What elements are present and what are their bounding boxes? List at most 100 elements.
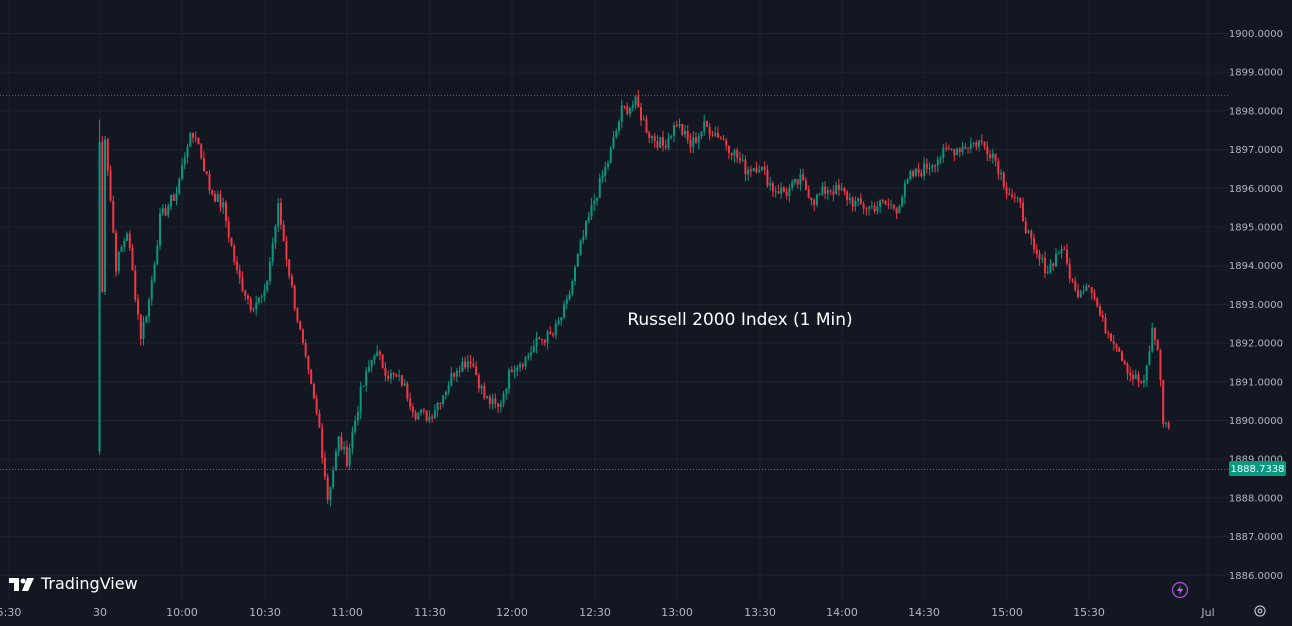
candle-body: [727, 145, 730, 153]
candle-body: [780, 187, 783, 194]
candle-body: [601, 175, 604, 179]
candle-body: [1156, 339, 1159, 351]
candle-body: [719, 137, 722, 139]
candle-body: [923, 163, 926, 177]
candle-body: [425, 410, 428, 421]
candle-body: [1151, 328, 1154, 352]
candle-body: [211, 190, 214, 195]
candle-body: [835, 184, 838, 195]
candle-body: [1071, 279, 1074, 282]
candle-body: [1159, 350, 1162, 380]
price-axis[interactable]: 1900.0000 1899.0000 1898.0000 1897.0000 1896…: [1229, 29, 1283, 582]
candle-body: [414, 412, 417, 420]
candle-body: [519, 364, 522, 368]
candle-body: [208, 173, 211, 191]
candle-body: [1131, 375, 1134, 379]
y-tick-label: 1895.0000: [1229, 223, 1283, 234]
candle-body: [563, 304, 566, 318]
candle-body: [356, 412, 359, 421]
candle-body: [409, 398, 412, 407]
candle-body: [137, 299, 140, 315]
candle-body: [890, 204, 893, 206]
lightning-icon[interactable]: [1171, 581, 1189, 599]
candle-body: [1038, 253, 1041, 260]
candle-body: [832, 191, 835, 195]
x-tick-label: 11:30: [414, 606, 446, 619]
candle-body: [961, 146, 964, 152]
candle-body: [639, 107, 642, 121]
candle-body: [1098, 306, 1101, 315]
candle-body: [744, 159, 747, 175]
candle-body: [420, 409, 423, 414]
candle-body: [829, 190, 832, 192]
candle-body: [233, 245, 236, 262]
candle-body: [535, 337, 538, 347]
x-tick-label: 30: [93, 606, 107, 619]
candle-body: [1030, 230, 1033, 239]
candle-body: [967, 148, 970, 150]
candle-body: [458, 370, 461, 372]
candle-body: [868, 206, 871, 210]
y-tick-label: 1886.0000: [1229, 571, 1283, 582]
candle-body: [892, 204, 895, 209]
candle-body: [716, 132, 719, 138]
candle-body: [285, 240, 288, 260]
candle-body: [653, 136, 656, 142]
candle-body: [953, 149, 956, 155]
candle-body: [1120, 351, 1123, 361]
candle-body: [1013, 196, 1016, 198]
candle-body: [549, 331, 552, 334]
gear-icon[interactable]: [1253, 604, 1267, 618]
candle-body: [488, 396, 491, 405]
candle-body: [128, 233, 131, 248]
candle-body: [189, 132, 192, 147]
candle-body: [733, 150, 736, 156]
y-tick-label: 1894.0000: [1229, 261, 1283, 272]
candle-body: [134, 270, 137, 300]
candle-body: [183, 157, 186, 165]
candle-body: [975, 142, 978, 147]
candle-body: [766, 169, 769, 186]
tradingview-logo[interactable]: TradingView: [9, 574, 138, 593]
candle-body: [466, 361, 469, 368]
current-price-label: 1888.7338: [1230, 464, 1284, 475]
y-tick-label: 1887.0000: [1229, 532, 1283, 543]
candle-body: [738, 157, 741, 161]
candle-body: [848, 197, 851, 200]
candle-body: [574, 266, 577, 282]
y-tick-label: 1897.0000: [1229, 145, 1283, 156]
reference-lines: [0, 94, 1229, 471]
candle-body: [299, 321, 302, 330]
candle-body: [791, 182, 794, 189]
candle-body: [307, 356, 310, 370]
candle-body: [824, 186, 827, 194]
candle-body: [378, 351, 381, 355]
candle-body: [494, 398, 497, 404]
candle-body: [436, 402, 439, 411]
candle-body: [964, 146, 967, 149]
candle-body: [373, 355, 376, 360]
candle-body: [98, 141, 101, 452]
candle-body: [1112, 341, 1115, 345]
time-axis[interactable]: 5:30 30 10:00 10:30 11:00 11:30 12:00 12:30 13:0…: [0, 606, 1215, 619]
candle-body: [793, 179, 796, 183]
candle-body: [1024, 221, 1027, 233]
candle-body: [645, 119, 648, 133]
candle-body: [571, 281, 574, 294]
candle-body: [1057, 252, 1060, 254]
candle-body: [260, 296, 263, 298]
candle-body: [442, 395, 445, 404]
candle-body: [1049, 263, 1052, 273]
y-tick-label: 1890.0000: [1229, 416, 1283, 427]
candle-body: [398, 375, 401, 377]
candle-body: [914, 168, 917, 176]
candle-body: [483, 386, 486, 398]
candle-body: [1041, 257, 1044, 260]
x-tick-label: 13:00: [661, 606, 693, 619]
candle-body: [546, 331, 549, 343]
candle-body: [785, 191, 788, 196]
candle-body: [1063, 249, 1066, 251]
candle-body: [216, 194, 219, 202]
candle-body: [986, 146, 989, 155]
